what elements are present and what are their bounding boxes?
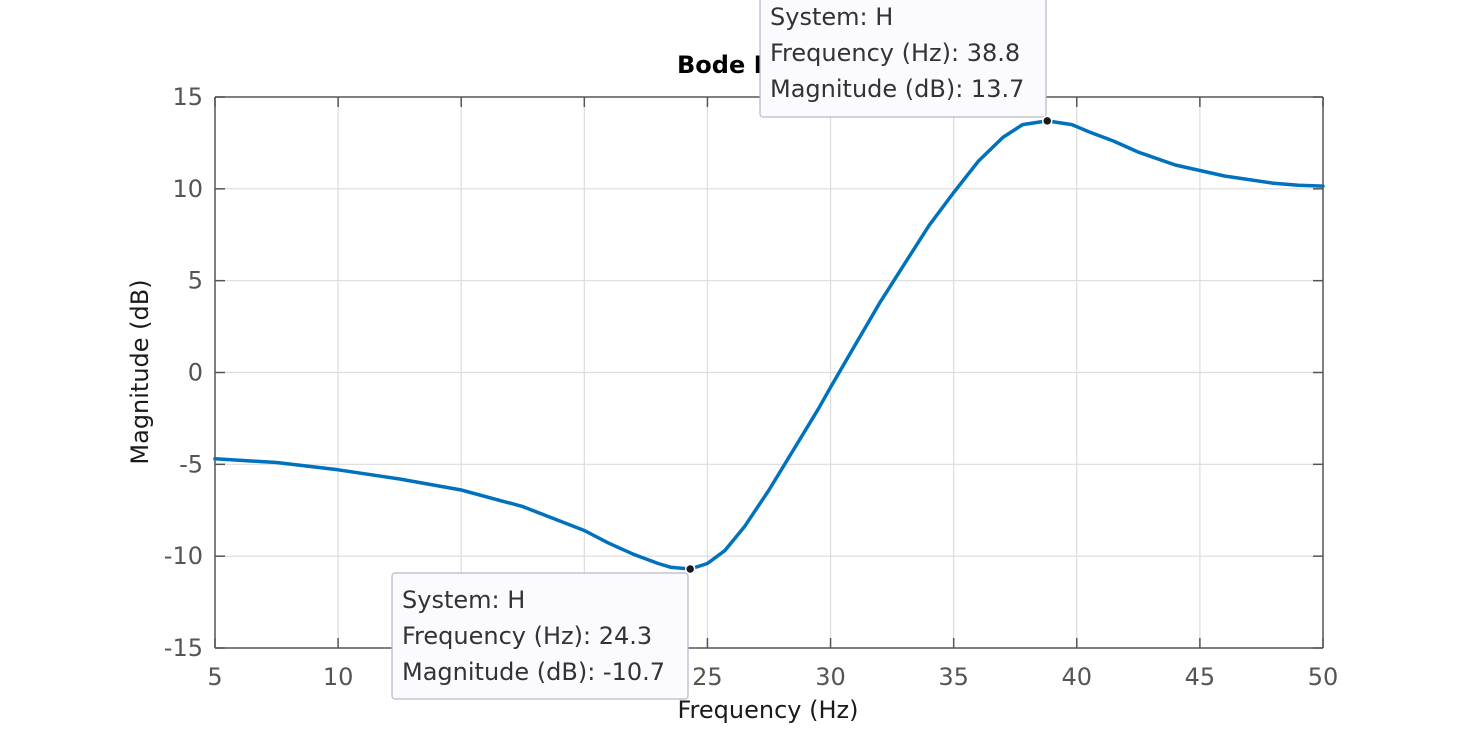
datatip-text: System: H (770, 3, 893, 31)
x-tick-label: 10 (323, 663, 354, 691)
y-axis-label: Magnitude (dB) (126, 279, 154, 464)
datatip-marker[interactable] (1041, 115, 1053, 127)
y-tick-label: 10 (172, 175, 203, 203)
y-tick-label: 5 (188, 267, 203, 295)
datatip-text: System: H (402, 586, 525, 614)
x-tick-label: 5 (207, 663, 222, 691)
y-tick-label: -10 (164, 542, 203, 570)
x-tick-label: 30 (815, 663, 846, 691)
tick-labels: 5 10 25 30 35 40 45 50 -15 -10 -5 0 5 10 15 (164, 83, 1338, 691)
datatip-text: Frequency (Hz): 24.3 (402, 622, 652, 650)
x-tick-label: 40 (1062, 663, 1093, 691)
series-layer (213, 119, 1325, 571)
datatip-text: Frequency (Hz): 38.8 (770, 39, 1020, 67)
x-tick-label: 35 (938, 663, 969, 691)
x-tick-label: 25 (692, 663, 723, 691)
datatip-marker[interactable] (684, 563, 696, 575)
datatip[interactable]: System: H Frequency (Hz): 24.3 Magnitude (… (391, 563, 696, 700)
datatip-text: Magnitude (dB): 13.7 (770, 75, 1024, 103)
chart-title: Bode D (677, 51, 774, 79)
x-tick-label: 50 (1308, 663, 1339, 691)
y-tick-label: 0 (188, 359, 203, 387)
grid-lines (215, 97, 1323, 648)
magnitude-series-line (213, 119, 1325, 571)
datatip[interactable]: System: H Frequency (Hz): 38.8 Magnitude (… (759, 0, 1053, 127)
y-tick-label: -5 (179, 450, 203, 478)
x-axis-label: Frequency (Hz) (678, 696, 859, 724)
y-tick-label: -15 (164, 634, 203, 662)
y-tick-label: 15 (172, 83, 203, 111)
datatip-text: Magnitude (dB): -10.7 (402, 658, 665, 686)
datatip-box (391, 572, 689, 700)
datatip-box (759, 0, 1047, 118)
x-tick-label: 45 (1185, 663, 1216, 691)
datatips-layer: System: H Frequency (Hz): 38.8 Magnitude (… (391, 0, 1053, 700)
